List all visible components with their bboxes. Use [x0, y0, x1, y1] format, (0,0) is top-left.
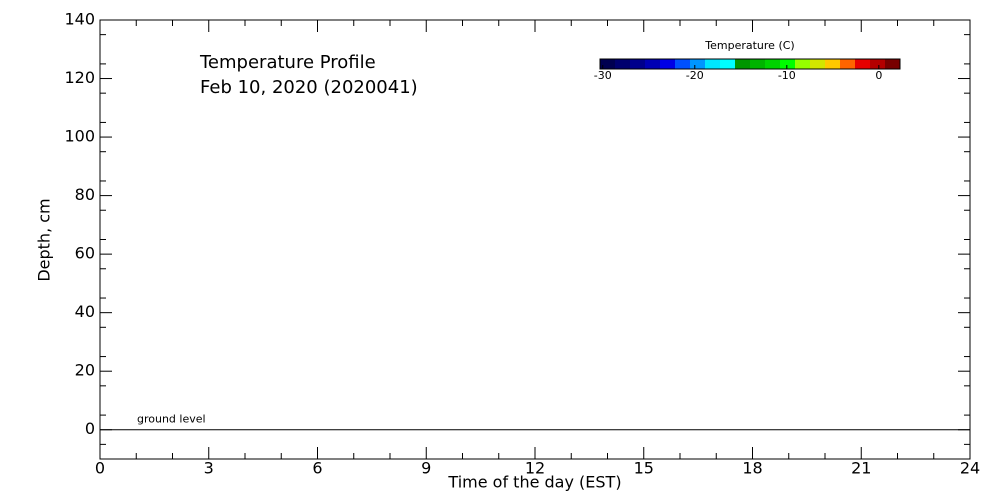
- y-tick-label: 60: [75, 244, 95, 263]
- y-tick-label: 40: [75, 302, 95, 321]
- colorbar-segment: [675, 59, 691, 69]
- colorbar-tick-label: -20: [686, 69, 704, 82]
- colorbar-segment: [825, 59, 841, 69]
- colorbar-segment: [885, 59, 901, 69]
- colorbar-segment: [630, 59, 646, 69]
- colorbar-segment: [735, 59, 751, 69]
- y-tick-label: 80: [75, 185, 95, 204]
- annotation: ground level: [137, 413, 206, 426]
- y-axis-label: Depth, cm: [35, 198, 54, 281]
- colorbar-tick-label: -10: [778, 69, 796, 82]
- x-tick-label: 3: [204, 459, 214, 478]
- chart-title: Temperature Profile: [199, 52, 376, 73]
- colorbar-tick-label: -30: [594, 69, 612, 82]
- colorbar-segment: [810, 59, 826, 69]
- colorbar-frame: [599, 58, 901, 70]
- x-tick-label: 0: [95, 459, 105, 478]
- x-tick-label: 6: [312, 459, 322, 478]
- colorbar-segment: [840, 59, 856, 69]
- x-tick-label: 21: [851, 459, 871, 478]
- colorbar-segment: [600, 59, 616, 69]
- colorbar-segment: [645, 59, 661, 69]
- x-tick-label: 15: [634, 459, 654, 478]
- x-tick-label: 24: [960, 459, 980, 478]
- colorbar-segment: [765, 59, 781, 69]
- chart-subtitle: Feb 10, 2020 (2020041): [200, 77, 418, 98]
- x-axis-label: Time of the day (EST): [447, 473, 621, 492]
- colorbar-segment: [720, 59, 736, 69]
- colorbar-segment: [705, 59, 721, 69]
- colorbar-segment: [750, 59, 766, 69]
- x-tick-label: 12: [525, 459, 545, 478]
- y-tick-label: 100: [64, 127, 95, 146]
- y-tick-label: 20: [75, 361, 95, 380]
- y-tick-label: 120: [64, 68, 95, 87]
- colorbar-segment: [780, 59, 796, 69]
- y-tick-label: 0: [85, 419, 95, 438]
- colorbar-title: Temperature (C): [704, 39, 794, 52]
- y-tick-label: 140: [64, 10, 95, 29]
- colorbar-tick-label: 0: [875, 69, 882, 82]
- colorbar-segment: [855, 59, 871, 69]
- colorbar-segment: [870, 59, 886, 69]
- colorbar-segment: [660, 59, 676, 69]
- x-tick-label: 18: [742, 459, 762, 478]
- colorbar-segment: [615, 59, 631, 69]
- colorbar-segment: [795, 59, 811, 69]
- colorbar-segment: [690, 59, 706, 69]
- x-tick-label: 9: [421, 459, 431, 478]
